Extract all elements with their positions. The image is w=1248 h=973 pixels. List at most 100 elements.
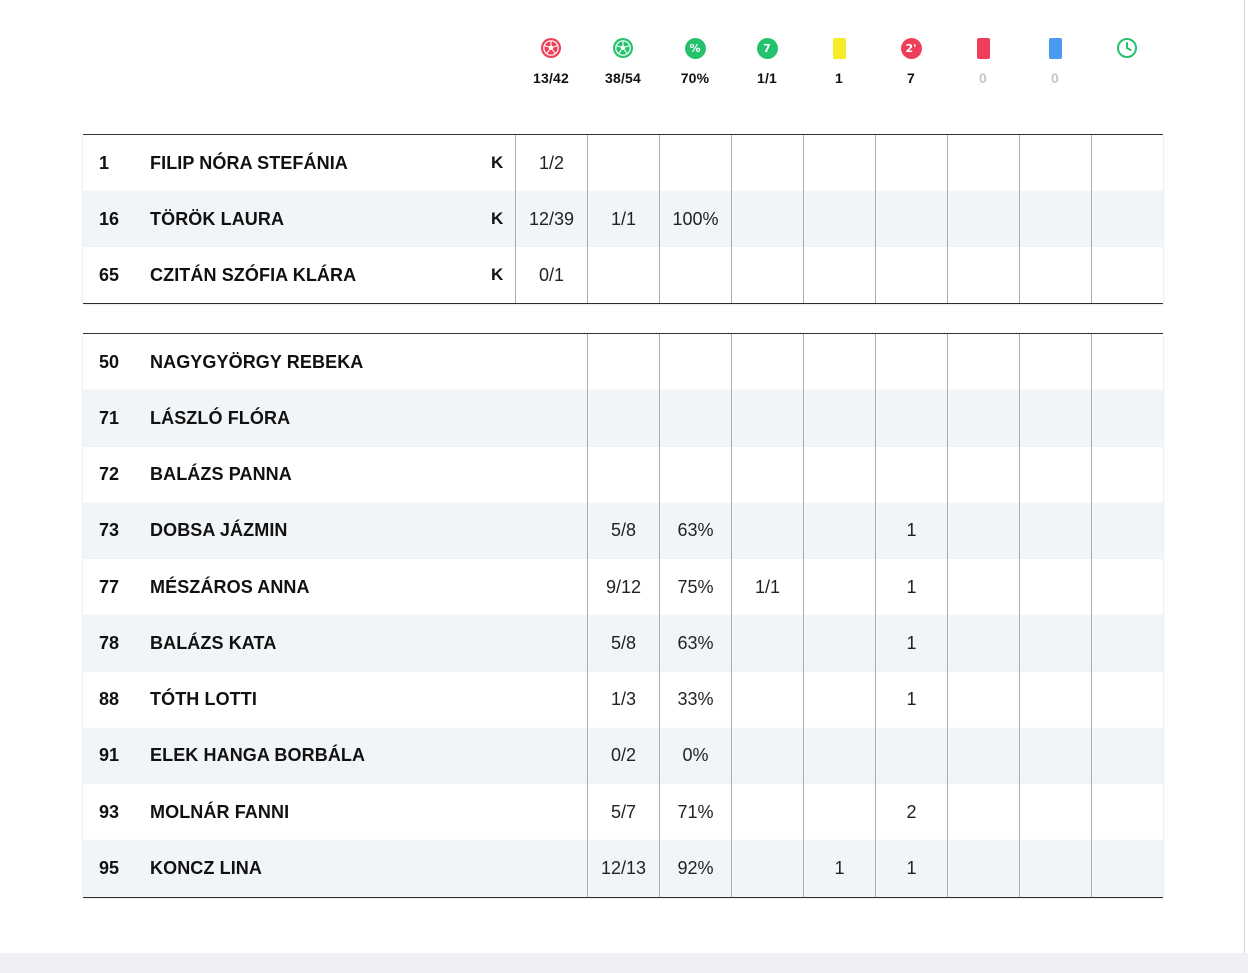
stat-column: 7 1/1 xyxy=(731,34,803,86)
goalkeeper-flag: K xyxy=(491,265,504,284)
stat-cell: 33% xyxy=(659,671,731,728)
stat-cell: 63% xyxy=(659,615,731,672)
stat-cell: 1 xyxy=(875,840,947,897)
stat-cell xyxy=(659,135,731,191)
table-row: 78 BALÁZS KATA 5/8 63% 1 xyxy=(83,615,1163,672)
stat-total: 38/54 xyxy=(604,70,642,86)
stat-cell xyxy=(587,135,659,191)
stat-cell xyxy=(731,334,803,391)
goalkeeper-flag: K xyxy=(491,153,504,172)
stat-cell xyxy=(731,446,803,503)
player-name[interactable]: CZITÁN SZÓFIA KLÁRA xyxy=(150,264,357,285)
stat-cell xyxy=(803,135,875,191)
field-player-table: 50 NAGYGYÖRGY REBEKA 71 LÁSZLÓ FLÓRA 72 BALÁZ… xyxy=(83,333,1163,898)
stat-cell: 5/8 xyxy=(587,502,659,559)
stat-cell xyxy=(947,334,1019,391)
ball-icon xyxy=(540,34,562,62)
stat-cell xyxy=(875,191,947,247)
table-row: 71 LÁSZLÓ FLÓRA xyxy=(83,390,1163,447)
stat-cell xyxy=(947,840,1019,897)
stat-cell xyxy=(731,615,803,672)
stat-cell xyxy=(947,446,1019,503)
seven-meter-icon: 7 xyxy=(756,34,778,62)
stat-cell xyxy=(947,727,1019,784)
player-number: 73 xyxy=(99,520,120,541)
stat-total: 70% xyxy=(680,70,710,86)
right-divider xyxy=(1244,0,1245,953)
stat-cell: 5/7 xyxy=(587,784,659,841)
stat-cell: 71% xyxy=(659,784,731,841)
stat-cell xyxy=(1019,784,1091,841)
stat-cell: 0/1 xyxy=(515,247,587,303)
stat-cell xyxy=(1091,390,1163,447)
stat-cell xyxy=(803,615,875,672)
footer-band xyxy=(0,953,1248,973)
yellow-card-icon xyxy=(832,34,846,62)
stat-cell: 1 xyxy=(803,840,875,897)
stat-cell: 1 xyxy=(875,502,947,559)
player-number: 65 xyxy=(99,264,120,285)
stat-cell xyxy=(587,446,659,503)
stat-cell xyxy=(1019,446,1091,503)
stat-cell xyxy=(1091,615,1163,672)
stat-cell: 0/2 xyxy=(587,727,659,784)
player-name[interactable]: KONCZ LINA xyxy=(150,857,262,878)
stat-cell: 1/1 xyxy=(731,559,803,616)
stat-cell: 1 xyxy=(875,559,947,616)
stat-cell xyxy=(803,784,875,841)
player-name[interactable]: MÉSZÁROS ANNA xyxy=(150,576,310,597)
player-name[interactable]: LÁSZLÓ FLÓRA xyxy=(150,407,291,428)
table-row: 16 TÖRÖK LAURA K 12/39 1/1 100% xyxy=(83,191,1163,247)
stat-cell xyxy=(947,784,1019,841)
stat-total: 13/42 xyxy=(532,70,570,86)
stat-cell: 75% xyxy=(659,559,731,616)
stat-cell xyxy=(731,784,803,841)
stat-total: 7 xyxy=(907,70,915,86)
stat-cell xyxy=(731,671,803,728)
stat-cell xyxy=(731,502,803,559)
player-name[interactable]: BALÁZS KATA xyxy=(150,632,277,653)
stat-cell: 9/12 xyxy=(587,559,659,616)
player-number: 16 xyxy=(99,208,120,229)
stat-cell: 1 xyxy=(875,615,947,672)
stat-total: 1/1 xyxy=(756,70,778,86)
stat-cell: 92% xyxy=(659,840,731,897)
table-row: 91 ELEK HANGA BORBÁLA 0/2 0% xyxy=(83,727,1163,784)
stat-cell xyxy=(803,247,875,303)
player-name[interactable]: TÖRÖK LAURA xyxy=(150,208,285,229)
player-number: 50 xyxy=(99,351,120,372)
stat-cell xyxy=(947,502,1019,559)
stat-cell: 0% xyxy=(659,727,731,784)
stat-cell: 1/2 xyxy=(515,135,587,191)
table-row: 95 KONCZ LINA 12/13 92% 1 1 xyxy=(83,840,1163,897)
table-row: 50 NAGYGYÖRGY REBEKA xyxy=(83,334,1163,391)
stat-cell xyxy=(1091,135,1163,191)
stat-total: 0 xyxy=(979,70,987,86)
player-name[interactable]: ELEK HANGA BORBÁLA xyxy=(150,745,366,766)
stat-cell: 1/3 xyxy=(587,671,659,728)
stat-cell xyxy=(659,334,731,391)
stat-cell xyxy=(1091,502,1163,559)
player-name[interactable]: MOLNÁR FANNI xyxy=(150,801,290,822)
player-name[interactable]: DOBSA JÁZMIN xyxy=(150,520,288,541)
stat-cell xyxy=(875,390,947,447)
table-row: 73 DOBSA JÁZMIN 5/8 63% 1 xyxy=(83,502,1163,559)
goalkeeper-table: 1 FILIP NÓRA STEFÁNIA K 1/2 16 TÖRÖK LAURA K 12… xyxy=(83,134,1163,304)
stat-cell: 2 xyxy=(875,784,947,841)
player-name[interactable]: TÓTH LOTTI xyxy=(150,689,257,710)
player-name[interactable]: BALÁZS PANNA xyxy=(150,464,292,485)
stat-cell xyxy=(1091,334,1163,391)
stat-cell xyxy=(947,390,1019,447)
player-number: 1 xyxy=(99,152,110,173)
player-name[interactable]: FILIP NÓRA STEFÁNIA xyxy=(150,152,348,173)
stat-cell xyxy=(1091,191,1163,247)
stat-cell xyxy=(1019,559,1091,616)
stat-cell: 12/39 xyxy=(515,191,587,247)
stat-cell xyxy=(1019,727,1091,784)
stat-cell xyxy=(875,247,947,303)
table-row: 72 BALÁZS PANNA xyxy=(83,446,1163,503)
stat-cell xyxy=(947,615,1019,672)
stat-cell xyxy=(947,247,1019,303)
stat-cell: 1 xyxy=(875,671,947,728)
player-name[interactable]: NAGYGYÖRGY REBEKA xyxy=(150,351,364,372)
